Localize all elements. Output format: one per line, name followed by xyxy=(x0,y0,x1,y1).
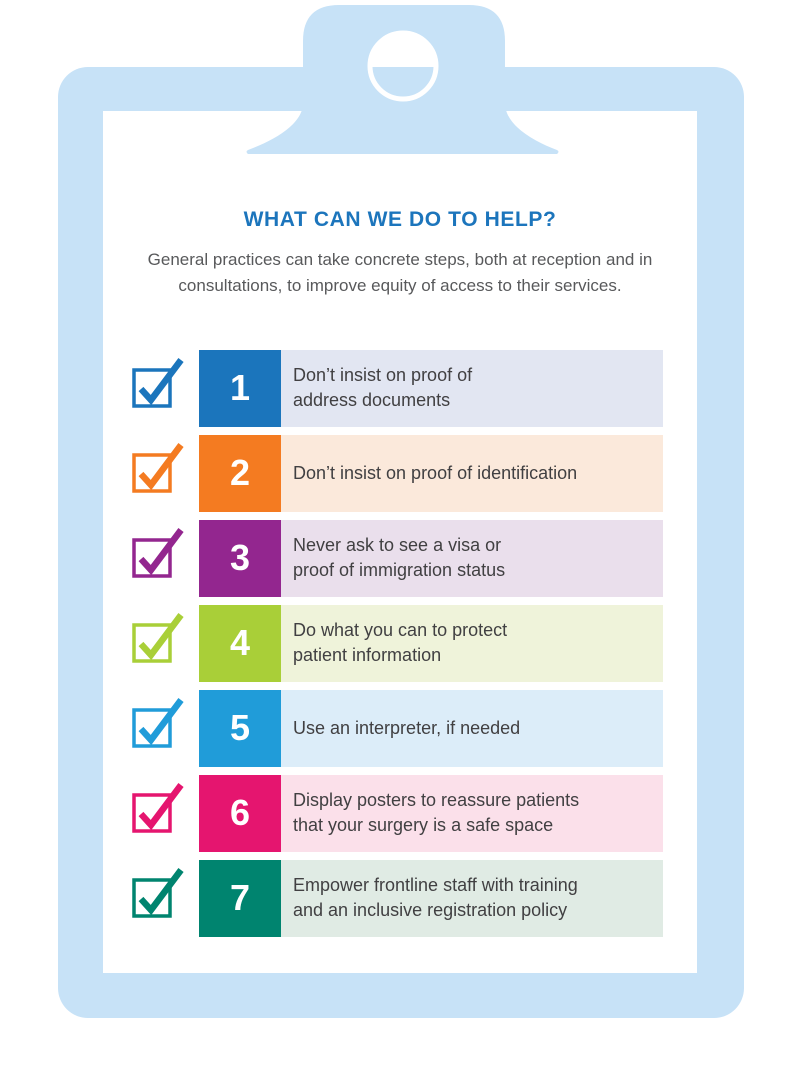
item-text: Don’t insist on proof of identification xyxy=(293,462,578,483)
checked-checkbox-icon[interactable] xyxy=(131,779,187,835)
checklist-row: 2 Don’t insist on proof of identificatio… xyxy=(131,434,663,512)
clipboard-paper: WHAT CAN WE DO TO HELP? General practice… xyxy=(103,111,697,973)
item-number-badge: 4 xyxy=(199,604,281,682)
clip-hole-ring xyxy=(367,30,439,102)
item-text-bar: Display posters to reassure patients tha… xyxy=(281,774,663,852)
checked-checkbox-icon[interactable] xyxy=(131,439,187,495)
checklist-row: 4 Do what you can to protect patient inf… xyxy=(131,604,663,682)
checked-checkbox-icon[interactable] xyxy=(131,694,187,750)
checked-checkbox-icon[interactable] xyxy=(131,524,187,580)
item-text: Never ask to see a visa or proof of immi… xyxy=(293,535,506,581)
checklist-row: 3 Never ask to see a visa or proof of im… xyxy=(131,519,663,597)
item-number-badge: 6 xyxy=(199,774,281,852)
checklist-row: 6 Display posters to reassure patients t… xyxy=(131,774,663,852)
item-text-bar: Never ask to see a visa or proof of immi… xyxy=(281,519,663,597)
item-text: Do what you can to protect patient infor… xyxy=(293,620,508,666)
item-text: Display posters to reassure patients tha… xyxy=(293,790,580,836)
page-title: WHAT CAN WE DO TO HELP? xyxy=(243,208,557,231)
checklist-row: 1 Don’t insist on proof of address docum… xyxy=(131,349,663,427)
checklist-row: 5 Use an interpreter, if needed xyxy=(131,689,663,767)
checked-checkbox-icon[interactable] xyxy=(131,864,187,920)
checklist: 1 Don’t insist on proof of address docum… xyxy=(103,349,697,937)
item-text: Use an interpreter, if needed xyxy=(293,717,521,738)
item-number-badge: 5 xyxy=(199,689,281,767)
item-text-bar: Don’t insist on proof of identification xyxy=(281,434,663,512)
item-text-bar: Don’t insist on proof of address documen… xyxy=(281,349,663,427)
intro-text: General practices can take concrete step… xyxy=(147,250,653,296)
item-number-badge: 3 xyxy=(199,519,281,597)
item-text-bar: Use an interpreter, if needed xyxy=(281,689,663,767)
item-text: Don’t insist on proof of address documen… xyxy=(293,365,473,411)
item-text: Empower frontline staff with training an… xyxy=(293,875,578,921)
clipboard-clip-icon xyxy=(246,5,559,154)
item-text-bar: Empower frontline staff with training an… xyxy=(281,859,663,937)
item-text-bar: Do what you can to protect patient infor… xyxy=(281,604,663,682)
checklist-row: 7 Empower frontline staff with training … xyxy=(131,859,663,937)
item-number-badge: 2 xyxy=(199,434,281,512)
item-number-badge: 1 xyxy=(199,349,281,427)
checked-checkbox-icon[interactable] xyxy=(131,354,187,410)
item-number-badge: 7 xyxy=(199,859,281,937)
checked-checkbox-icon[interactable] xyxy=(131,609,187,665)
